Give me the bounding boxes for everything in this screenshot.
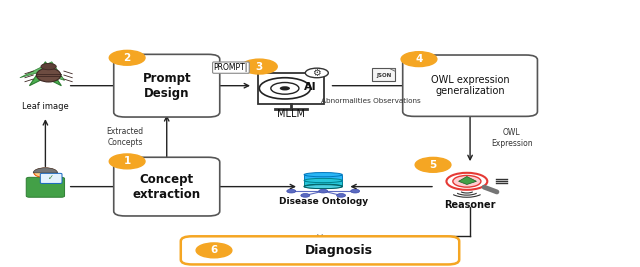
Ellipse shape	[304, 184, 342, 189]
Text: OWL
Expression: OWL Expression	[491, 128, 532, 148]
Text: Disease Ontology: Disease Ontology	[278, 197, 368, 206]
Circle shape	[287, 189, 296, 193]
Text: 1: 1	[124, 156, 131, 166]
Circle shape	[109, 50, 145, 65]
Polygon shape	[20, 62, 65, 80]
Circle shape	[241, 59, 277, 74]
Text: PROMPT|: PROMPT|	[214, 63, 248, 72]
Circle shape	[280, 86, 290, 91]
Polygon shape	[389, 68, 396, 71]
Polygon shape	[29, 62, 61, 86]
Circle shape	[453, 175, 481, 187]
Ellipse shape	[304, 172, 342, 177]
FancyBboxPatch shape	[26, 177, 65, 197]
Text: 2: 2	[124, 53, 131, 63]
Text: ✓: ✓	[48, 175, 54, 181]
Text: MLLM: MLLM	[277, 109, 305, 119]
FancyBboxPatch shape	[40, 173, 62, 183]
Text: Extracted
Concepts: Extracted Concepts	[107, 127, 144, 147]
Circle shape	[196, 243, 232, 258]
Circle shape	[34, 168, 57, 178]
Text: Reasoner: Reasoner	[444, 200, 496, 210]
Circle shape	[109, 154, 145, 169]
FancyBboxPatch shape	[180, 236, 460, 264]
Text: OWL expression
generalization: OWL expression generalization	[431, 75, 509, 96]
Text: Diagnosis: Diagnosis	[305, 244, 373, 257]
Circle shape	[351, 189, 360, 193]
Circle shape	[337, 194, 346, 197]
FancyBboxPatch shape	[114, 54, 220, 117]
Ellipse shape	[304, 184, 342, 189]
Ellipse shape	[304, 178, 342, 183]
Text: 4: 4	[415, 54, 422, 64]
Circle shape	[319, 189, 328, 193]
Circle shape	[41, 63, 56, 70]
Text: Concept
extraction: Concept extraction	[132, 173, 201, 201]
Text: 3: 3	[256, 62, 263, 72]
Text: Prompt
Design: Prompt Design	[143, 72, 191, 100]
Text: Abnormalities Observations: Abnormalities Observations	[321, 98, 421, 104]
Text: ⚙: ⚙	[312, 68, 321, 78]
Polygon shape	[304, 175, 342, 180]
Polygon shape	[459, 176, 476, 184]
FancyBboxPatch shape	[403, 55, 538, 116]
Text: JSON: JSON	[376, 73, 392, 78]
Text: AI: AI	[304, 82, 317, 92]
Circle shape	[301, 194, 310, 197]
Text: 6: 6	[211, 245, 218, 255]
FancyBboxPatch shape	[372, 68, 396, 81]
Circle shape	[415, 158, 451, 172]
Polygon shape	[304, 180, 342, 186]
FancyBboxPatch shape	[114, 157, 220, 216]
Circle shape	[447, 173, 487, 190]
FancyBboxPatch shape	[258, 73, 324, 104]
Ellipse shape	[36, 68, 61, 82]
Circle shape	[305, 68, 328, 78]
Circle shape	[259, 78, 310, 99]
Text: Leaf image: Leaf image	[22, 103, 68, 111]
Circle shape	[401, 52, 437, 66]
Circle shape	[271, 83, 299, 94]
Text: 5: 5	[429, 160, 436, 170]
Wedge shape	[33, 168, 58, 173]
